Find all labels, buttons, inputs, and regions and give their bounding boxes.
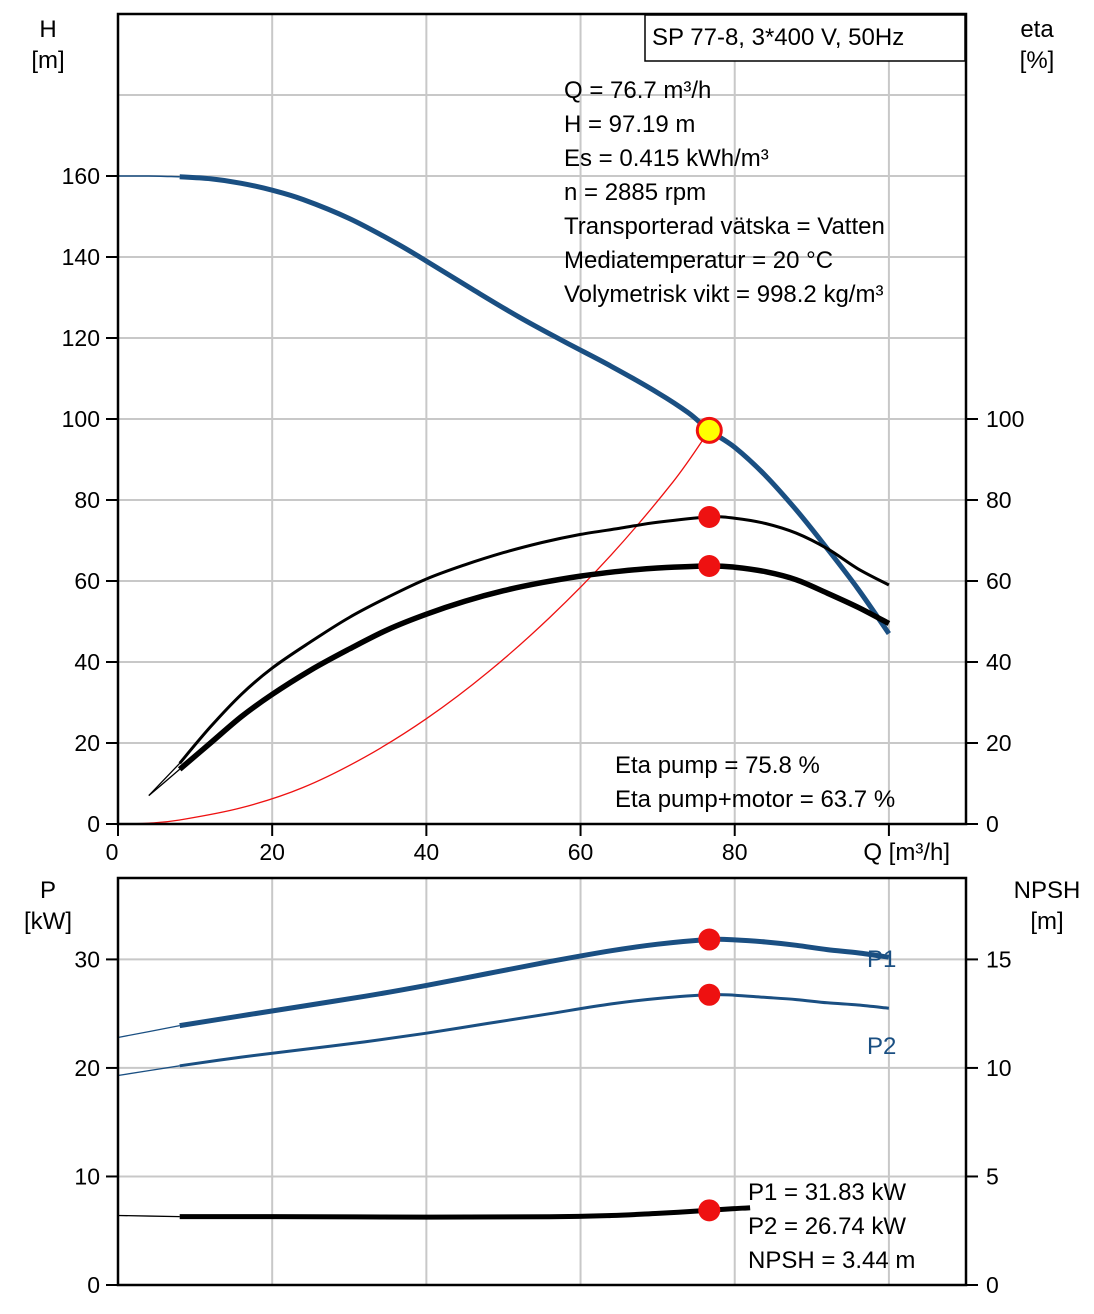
p2-curve-extrapolated <box>117 1065 180 1077</box>
bottom-chart-ticks: 0 10 20 30 0 5 10 15 <box>74 946 1011 1298</box>
eta-pump-motor-curve-extrapolated <box>148 768 181 797</box>
top-y-left-tick-label: 40 <box>74 649 100 675</box>
bottom-y-right-tick-label: 0 <box>986 1272 999 1298</box>
duty-point-eta-pump <box>698 506 721 529</box>
p2-curve <box>179 993 890 1068</box>
head-curve-extrapolated <box>117 175 180 178</box>
info-es: Es = 0.415 kWh/m³ <box>564 145 769 172</box>
eta-pump-curve-extrapolated <box>148 762 181 797</box>
bottom-chart-grid <box>118 878 966 1285</box>
model-box <box>644 14 966 62</box>
top-x-tick-label: 60 <box>568 839 594 865</box>
duty-point-npsh <box>698 1199 721 1222</box>
top-chart-ticks: 0 20 40 60 80 100 120 140 160 0 20 40 60 80 100 0 20 40 60… <box>62 163 1025 865</box>
series-label-p1: P1 <box>867 946 896 973</box>
top-y-left-tick-label: 140 <box>62 244 100 270</box>
info-npsh: NPSH = 3.44 m <box>748 1247 915 1274</box>
bottom-y-left-tick-label: 20 <box>74 1055 100 1081</box>
bottom-y-right-label-line2: [m] <box>1030 908 1063 935</box>
bottom-y-right-tick-label: 5 <box>986 1163 999 1189</box>
top-x-tick-label: 20 <box>259 839 285 865</box>
top-y-left-tick-label: 120 <box>62 325 100 351</box>
eta-pump-motor-curve <box>177 563 891 772</box>
top-y-left-tick-label: 20 <box>74 730 100 756</box>
top-y-left-label-line2: [m] <box>31 47 64 74</box>
npsh-curve <box>179 1205 751 1220</box>
info-n: n = 2885 rpm <box>564 179 706 206</box>
duty-point-head <box>695 416 723 444</box>
top-x-tick-label: 40 <box>414 839 440 865</box>
top-x-tick-label: 80 <box>722 839 748 865</box>
duty-point-p2 <box>698 983 721 1006</box>
info-temperature: Mediatemperatur = 20 °C <box>564 247 833 274</box>
series-label-p2: P2 <box>867 1033 896 1060</box>
bottom-y-left-label-line1: P <box>40 877 56 904</box>
bottom-y-left-label-line2: [kW] <box>24 908 72 935</box>
top-y-right-tick-label: 60 <box>986 568 1012 594</box>
top-y-left-tick-label: 60 <box>74 568 100 594</box>
p1-curve-extrapolated <box>117 1024 180 1039</box>
top-chart-curves <box>117 174 891 825</box>
top-y-left-label-line1: H <box>39 16 56 43</box>
operating-info: Q = 76.7 m³/h H = 97.19 m Es = 0.415 kWh… <box>564 77 885 308</box>
bottom-y-left-tick-label: 0 <box>87 1272 100 1298</box>
info-h: H = 97.19 m <box>564 111 695 138</box>
top-x-axis-label: Q [m³/h] <box>863 839 950 866</box>
bottom-y-right-label-line1: NPSH <box>1014 877 1081 904</box>
top-y-right-label-line2: [%] <box>1020 47 1055 74</box>
top-y-right-tick-label: 100 <box>986 406 1024 432</box>
duty-point-p1 <box>698 928 721 951</box>
eta-pump-curve <box>178 515 890 765</box>
top-y-left-tick-label: 80 <box>74 487 100 513</box>
top-y-left-tick-label: 0 <box>87 811 100 837</box>
info-liquid: Transporterad vätska = Vatten <box>564 213 885 240</box>
bottom-y-left-tick-label: 30 <box>74 946 100 972</box>
info-density: Volymetrisk vikt = 998.2 kg/m³ <box>564 281 883 308</box>
top-x-tick-label: 0 <box>106 839 119 865</box>
top-y-right-label-line1: eta <box>1020 16 1054 43</box>
bottom-chart-curves <box>117 928 890 1222</box>
bottom-y-right-tick-label: 10 <box>986 1055 1012 1081</box>
top-y-right-tick-label: 80 <box>986 487 1012 513</box>
model-box-text: SP 77-8, 3*400 V, 50Hz <box>652 24 904 51</box>
top-chart-grid <box>118 14 966 824</box>
duty-point-eta-pump-motor <box>698 555 721 578</box>
top-y-right-tick-label: 40 <box>986 649 1012 675</box>
top-y-left-tick-label: 100 <box>62 406 100 432</box>
bottom-y-left-tick-label: 10 <box>74 1163 100 1189</box>
p1-curve <box>179 936 890 1029</box>
info-eta-pump-motor: Eta pump+motor = 63.7 % <box>615 786 895 813</box>
bottom-y-right-tick-label: 15 <box>986 946 1012 972</box>
head-curve <box>179 174 891 636</box>
system-curve <box>117 430 710 825</box>
top-y-right-tick-label: 20 <box>986 730 1012 756</box>
info-p2: P2 = 26.74 kW <box>748 1213 906 1240</box>
npsh-curve-extrapolated <box>117 1214 180 1218</box>
eta-info: Eta pump = 75.8 % Eta pump+motor = 63.7 … <box>615 752 895 813</box>
power-info: P1 = 31.83 kW P2 = 26.74 kW NPSH = 3.44 … <box>748 1179 915 1274</box>
bottom-chart-frame <box>116 876 968 1287</box>
top-y-left-tick-label: 160 <box>62 163 100 189</box>
info-p1: P1 = 31.83 kW <box>748 1179 906 1206</box>
top-y-right-tick-label: 0 <box>986 811 999 837</box>
info-q: Q = 76.7 m³/h <box>564 77 711 104</box>
info-eta-pump: Eta pump = 75.8 % <box>615 752 820 779</box>
